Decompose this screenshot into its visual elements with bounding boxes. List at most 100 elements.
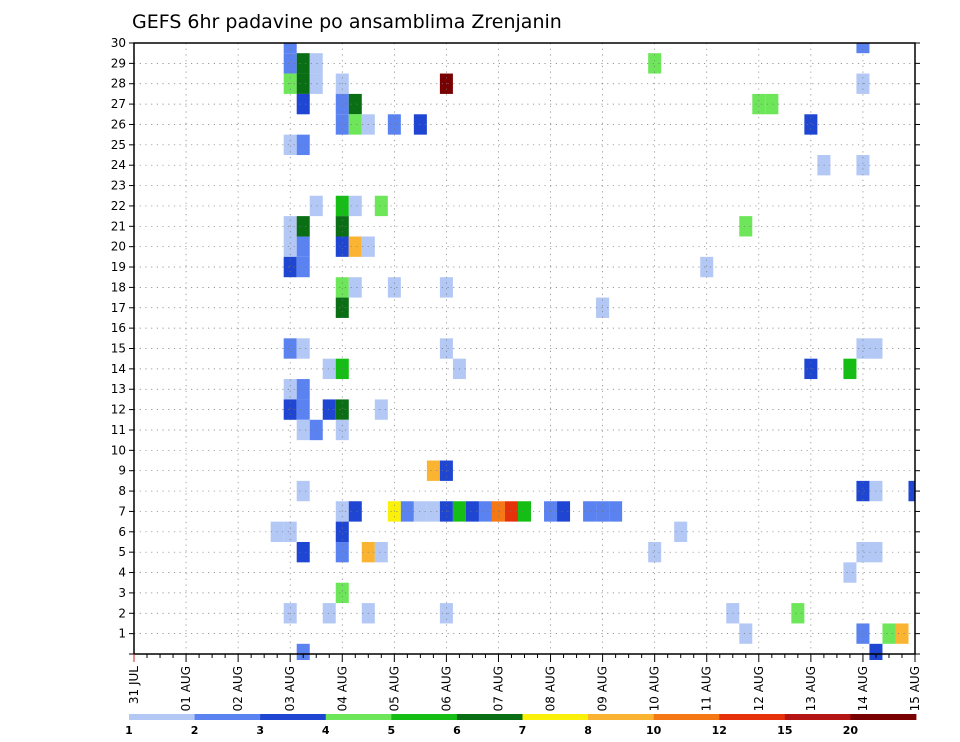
colorbar-label: 8 <box>584 724 592 737</box>
precip-cell <box>283 521 297 542</box>
y-axis: 1234567891011121314151617181920212223242… <box>111 36 920 655</box>
precip-cell <box>283 43 297 54</box>
precip-cell <box>478 501 492 522</box>
x-tick-label: 11 AUG <box>700 666 714 711</box>
precip-cell <box>283 399 297 420</box>
precip-cell <box>283 256 297 278</box>
colorbar-label: 7 <box>519 724 527 737</box>
precip-cell <box>335 93 349 115</box>
precip-cell <box>335 277 349 298</box>
precip-cell <box>856 155 870 176</box>
precip-cell <box>348 195 362 217</box>
y-tick-label: 3 <box>118 586 126 600</box>
precip-cell <box>335 195 349 217</box>
precip-cell <box>374 195 388 217</box>
precip-cell <box>348 93 362 115</box>
x-tick-label: 04 AUG <box>335 666 349 711</box>
precip-cell <box>895 623 909 644</box>
precip-cell <box>348 277 362 298</box>
precip-cell <box>596 297 610 318</box>
precip-cell <box>309 73 323 94</box>
colorbar-segment <box>260 714 327 720</box>
x-axis: 31 JUL 01 AUG 02 AUG 03 AUG 04 AUG 05 AUG 06 A… <box>127 654 922 711</box>
precip-cell <box>856 541 870 563</box>
colorbar-segment <box>588 714 655 720</box>
precip-cell <box>739 623 753 644</box>
precip-cell <box>374 541 388 563</box>
precip-cell <box>296 93 310 115</box>
colorbar-label: 4 <box>322 724 330 737</box>
y-tick-label: 28 <box>111 77 126 91</box>
precip-cell <box>856 480 870 502</box>
grid-lines <box>134 43 915 654</box>
precip-cell <box>296 216 310 237</box>
y-tick-label: 30 <box>111 36 126 50</box>
precip-cell <box>882 623 896 644</box>
y-tick-label: 20 <box>111 240 126 254</box>
precip-cell <box>296 134 310 156</box>
precip-cell <box>387 114 401 135</box>
y-tick-label: 11 <box>111 423 126 437</box>
precip-cell <box>908 480 915 502</box>
precip-cell <box>309 419 323 441</box>
precip-cell <box>517 501 532 522</box>
precip-cell <box>856 338 870 359</box>
x-tick-label: 14 AUG <box>856 666 870 711</box>
precip-cell <box>413 501 427 522</box>
plot-frame <box>133 42 916 655</box>
precip-cell <box>804 114 818 135</box>
y-tick-label: 19 <box>111 260 126 274</box>
precip-cell <box>739 216 753 237</box>
precip-cell <box>426 460 440 481</box>
precip-cell <box>283 134 297 156</box>
precipitation-cells <box>270 43 915 660</box>
y-tick-label: 5 <box>118 545 126 559</box>
x-tick-label: 08 AUG <box>544 666 558 711</box>
precip-cell <box>856 43 870 54</box>
colorbar-segment <box>522 714 589 720</box>
precip-cell <box>296 256 310 278</box>
precip-cell <box>752 93 766 115</box>
precip-cell <box>322 399 336 420</box>
colorbar-label: 15 <box>777 724 792 737</box>
precip-cell <box>843 562 857 583</box>
precip-cell <box>309 195 323 217</box>
x-tick-label: 12 AUG <box>752 666 766 711</box>
colorbar-label: 2 <box>191 724 199 737</box>
precip-cell <box>296 643 310 660</box>
colorbar-legend: 1 2 3 4 5 6 7 8 10 12 15 20 <box>125 714 917 737</box>
colorbar-segment <box>194 714 261 720</box>
precip-cell <box>700 256 714 278</box>
colorbar-label: 20 <box>843 724 859 737</box>
precip-cell <box>504 501 518 522</box>
precip-cell <box>374 399 388 420</box>
precip-cell <box>609 501 623 522</box>
precip-cell <box>765 93 779 115</box>
x-tick-label: 06 AUG <box>439 666 453 711</box>
precip-cell <box>296 73 310 94</box>
precip-cell <box>283 53 297 74</box>
y-tick-label: 27 <box>111 97 126 111</box>
x-tick-label: 13 AUG <box>804 666 818 711</box>
chart-title: GEFS 6hr padavine po ansamblima Zrenjani… <box>132 11 562 33</box>
precip-cell <box>413 114 427 135</box>
precip-cell <box>322 358 336 380</box>
y-tick-label: 12 <box>111 403 126 417</box>
y-tick-label: 17 <box>111 301 126 315</box>
colorbar-segment <box>719 714 786 720</box>
y-tick-label: 23 <box>111 179 126 193</box>
precip-cell <box>348 236 362 257</box>
x-tick-label: 03 AUG <box>283 666 297 711</box>
y-tick-label: 14 <box>111 362 126 376</box>
y-tick-label: 8 <box>118 484 126 498</box>
colorbar-label: 10 <box>646 724 662 737</box>
colorbar-segment <box>391 714 458 720</box>
y-tick-label: 2 <box>118 606 126 620</box>
x-tick-label: 01 AUG <box>179 666 193 711</box>
colorbar-segment <box>653 714 720 720</box>
y-tick-label: 24 <box>111 158 126 172</box>
x-tick-label: 02 AUG <box>231 666 245 711</box>
y-tick-label: 26 <box>111 117 126 131</box>
y-tick-label: 15 <box>111 342 126 356</box>
